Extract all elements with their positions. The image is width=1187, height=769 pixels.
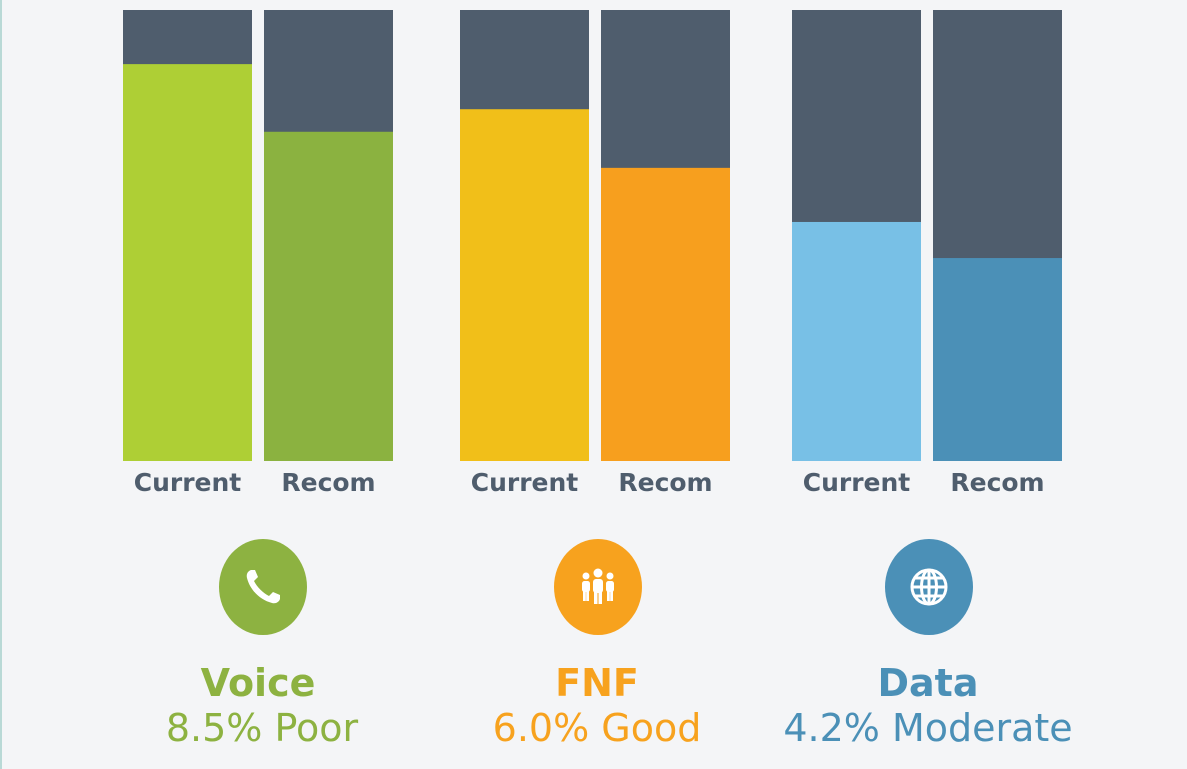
data-current-label: Current	[803, 468, 911, 497]
fnf-badge	[554, 539, 642, 635]
fnf-current-label: Current	[471, 468, 579, 497]
fnf-title: FNF	[555, 661, 639, 705]
voice-title: Voice	[200, 661, 316, 705]
data-recom-bar	[933, 258, 1062, 461]
voice-badge	[219, 539, 307, 635]
voice-recom-bar	[264, 131, 393, 461]
fnf-recom-bar	[601, 167, 730, 461]
phone-icon	[246, 570, 280, 604]
data-metric: 4.2% Moderate	[783, 706, 1073, 750]
voice-recom-label: Recom	[281, 468, 375, 497]
voice-metric: 8.5% Poor	[165, 706, 359, 750]
people-group-icon	[582, 568, 614, 604]
fnf-metric: 6.0% Good	[492, 706, 702, 750]
voice-current-bar	[123, 64, 252, 462]
data-title: Data	[877, 661, 979, 705]
fnf-current-bar	[460, 109, 589, 461]
data-badge	[885, 539, 973, 635]
fnf-recom-label: Recom	[618, 468, 712, 497]
left-edge-line	[0, 0, 2, 769]
voice-current-label: Current	[134, 468, 242, 497]
data-recom-label: Recom	[950, 468, 1044, 497]
data-current-bar	[792, 221, 921, 461]
globe-icon	[910, 568, 948, 606]
